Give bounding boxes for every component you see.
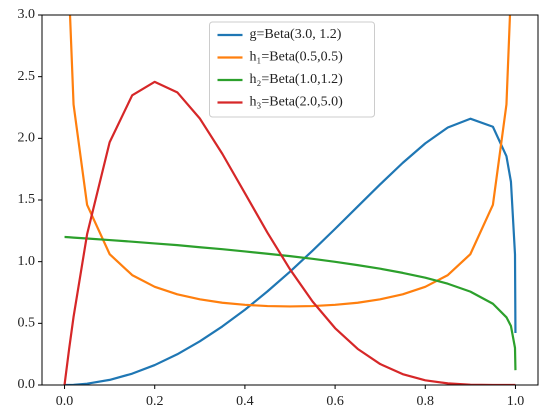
legend-label: h₁=Beta(0.5,0.5) bbox=[250, 50, 344, 65]
legend-box bbox=[209, 21, 375, 118]
y-tick-label: 3.0 bbox=[18, 7, 36, 22]
y-tick-label: 0.5 bbox=[18, 316, 36, 331]
x-tick-label: 0.2 bbox=[146, 394, 164, 409]
y-tick-label: 2.5 bbox=[18, 69, 36, 84]
y-tick-label: 1.5 bbox=[18, 192, 36, 207]
legend-label: h₃=Beta(2.0,5.0) bbox=[250, 95, 344, 110]
x-tick-label: 1.0 bbox=[507, 394, 525, 409]
x-tick-label: 0.4 bbox=[236, 394, 254, 409]
y-tick-label: 2.0 bbox=[18, 131, 36, 146]
x-tick-label: 0.8 bbox=[417, 394, 435, 409]
y-tick-label: 0.0 bbox=[18, 377, 36, 392]
series-line bbox=[63, 235, 517, 371]
legend-label: g=Beta(3.0, 1.2) bbox=[250, 27, 342, 42]
legend: g=Beta(3.0, 1.2) h₁=Beta(0.5,0.5) h₂=Beta(… bbox=[209, 21, 375, 118]
legend-label: h₂=Beta(1.0,1.2) bbox=[250, 72, 344, 87]
series-line bbox=[63, 117, 517, 385]
series-line bbox=[68, 15, 512, 308]
x-tick-label: 0.0 bbox=[56, 394, 74, 409]
y-tick-label: 1.0 bbox=[18, 254, 36, 269]
x-tick-label: 0.6 bbox=[326, 394, 344, 409]
